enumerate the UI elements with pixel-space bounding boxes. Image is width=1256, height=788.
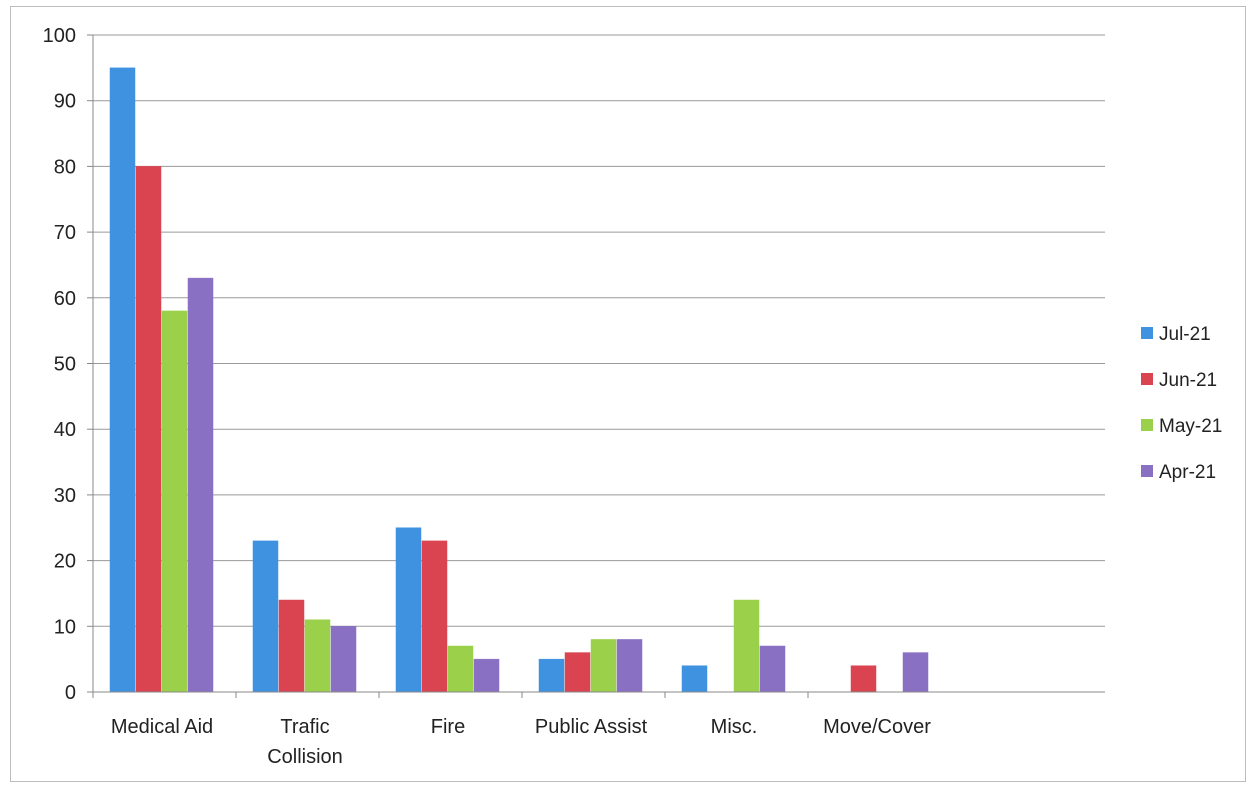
- bar-may-21-0: [161, 310, 188, 693]
- bar-jul-21-3: [538, 658, 565, 693]
- bar-may-21-2: [447, 645, 474, 693]
- bar-may-21-3: [590, 639, 617, 693]
- y-tick-label: 30: [54, 485, 76, 507]
- x-category-label: Public Assist: [535, 716, 648, 738]
- bar-may-21-1: [304, 619, 331, 693]
- bar-apr-21-2: [473, 658, 500, 693]
- legend-swatch-may-21: [1141, 419, 1153, 431]
- bar-jun-21-3: [564, 652, 591, 693]
- x-category-label: Medical Aid: [111, 716, 213, 738]
- bar-apr-21-3: [616, 639, 643, 693]
- bar-jul-21-1: [252, 540, 279, 693]
- y-tick-label: 40: [54, 419, 76, 441]
- bars: [109, 67, 929, 693]
- x-category-label: Collision: [267, 746, 343, 768]
- legend-swatch-apr-21: [1141, 465, 1153, 477]
- x-category-label: Trafic: [280, 716, 329, 738]
- bar-apr-21-0: [187, 277, 214, 693]
- x-category-label: Fire: [431, 716, 465, 738]
- legend-swatch-jun-21: [1141, 373, 1153, 385]
- bar-may-21-4: [733, 599, 760, 693]
- y-tick-label: 60: [54, 288, 76, 310]
- y-tick-label: 50: [54, 354, 76, 376]
- legend-label: May-21: [1159, 416, 1222, 437]
- legend-label: Apr-21: [1159, 462, 1216, 483]
- y-tick-label: 10: [54, 616, 76, 638]
- y-tick-label: 0: [65, 682, 76, 704]
- bar-apr-21-4: [759, 645, 786, 693]
- y-tick-label: 70: [54, 222, 76, 244]
- legend-swatch-jul-21: [1141, 327, 1153, 339]
- bar-jun-21-1: [278, 599, 305, 693]
- x-axis: Medical Aid Trafic Collision Fire Public Ass…: [92, 691, 1105, 768]
- bar-jul-21-2: [395, 527, 422, 693]
- x-category-label: Move/Cover: [823, 716, 931, 738]
- bar-jul-21-4: [681, 665, 708, 693]
- gridlines: [93, 34, 1105, 693]
- bar-jun-21-2: [421, 540, 448, 693]
- y-tick-label: 90: [54, 91, 76, 113]
- bar-jun-21-0: [135, 166, 162, 693]
- legend: Jul-21 Jun-21 May-21 Apr-21: [1141, 324, 1222, 483]
- y-tick-label: 100: [43, 25, 76, 47]
- bar-jun-21-5: [850, 665, 877, 693]
- legend-label: Jul-21: [1159, 324, 1211, 345]
- bar-jul-21-0: [109, 67, 136, 693]
- y-tick-label: 20: [54, 551, 76, 573]
- legend-label: Jun-21: [1159, 370, 1217, 391]
- y-axis: 0 10 20 30 40 50 60 70 80 90 100: [43, 25, 94, 704]
- bar-apr-21-1: [330, 626, 357, 693]
- bar-apr-21-5: [902, 652, 929, 693]
- y-tick-label: 80: [54, 156, 76, 178]
- x-category-label: Misc.: [711, 716, 758, 738]
